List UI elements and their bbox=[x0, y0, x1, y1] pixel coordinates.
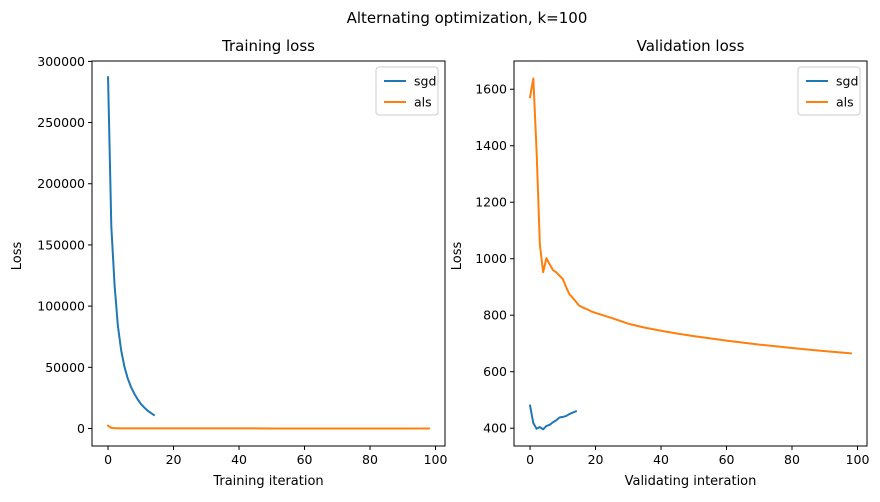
training-y-tick-label: 150000 bbox=[37, 237, 85, 252]
validation-loss-title: Validation loss bbox=[637, 37, 745, 55]
validation-sgd-line bbox=[528, 404, 578, 431]
validation-x-tick-label: 60 bbox=[719, 452, 735, 467]
training-y-tick-label: 100000 bbox=[37, 299, 85, 314]
validation-als-line bbox=[528, 77, 853, 355]
training-sgd-line bbox=[107, 76, 156, 417]
training-x-tick-label: 40 bbox=[231, 452, 247, 467]
validation-y-tick-label: 600 bbox=[483, 364, 507, 379]
validation-y-tick-label: 1600 bbox=[475, 82, 507, 97]
validation-y-tick-label: 1200 bbox=[475, 195, 507, 210]
training-y-tick-label: 300000 bbox=[37, 54, 85, 69]
validation-y-tick-label: 800 bbox=[483, 308, 507, 323]
validation-legend-sgd-label: sgd bbox=[836, 74, 858, 89]
training-x-tick-label: 0 bbox=[104, 452, 112, 467]
validation-x-tick-label: 0 bbox=[526, 452, 534, 467]
figure-title: Alternating optimization, k=100 bbox=[347, 9, 588, 27]
validation-x-tick-label: 80 bbox=[784, 452, 800, 467]
training-x-label: Training iteration bbox=[212, 474, 323, 489]
validation-axes-frame bbox=[513, 60, 868, 447]
training-loss-title: Training loss bbox=[221, 37, 315, 55]
validation-loss-panel: Validation loss Validating interation Lo… bbox=[450, 37, 869, 489]
validation-x-tick-label: 20 bbox=[588, 452, 604, 467]
training-x-tick-label: 100 bbox=[424, 452, 448, 467]
training-x-tick-label: 60 bbox=[297, 452, 313, 467]
validation-legend-als-label: als bbox=[836, 95, 854, 110]
validation-y-label: Loss bbox=[450, 242, 465, 271]
training-loss-panel: Training loss Training iteration Loss 0 2… bbox=[10, 37, 447, 489]
training-y-tick-label: 250000 bbox=[37, 115, 85, 130]
training-legend-sgd-label: sgd bbox=[414, 74, 436, 89]
validation-x-tick-label: 100 bbox=[846, 452, 870, 467]
validation-y-tick-label: 400 bbox=[483, 421, 507, 436]
training-y-tick-label: 200000 bbox=[37, 176, 85, 191]
training-als-line bbox=[106, 424, 430, 430]
training-x-tick-label: 80 bbox=[362, 452, 378, 467]
validation-y-tick-label: 1400 bbox=[475, 138, 507, 153]
training-x-tick-label: 20 bbox=[166, 452, 182, 467]
training-axes-frame bbox=[91, 60, 446, 447]
training-y-tick-label: 50000 bbox=[45, 360, 85, 375]
validation-y-tick-label: 1000 bbox=[475, 251, 507, 266]
validation-x-label: Validating interation bbox=[625, 474, 757, 489]
training-y-label: Loss bbox=[10, 242, 25, 271]
validation-x-tick-label: 40 bbox=[653, 452, 669, 467]
training-y-tick-label: 0 bbox=[77, 421, 85, 436]
training-legend-als-label: als bbox=[414, 95, 432, 110]
